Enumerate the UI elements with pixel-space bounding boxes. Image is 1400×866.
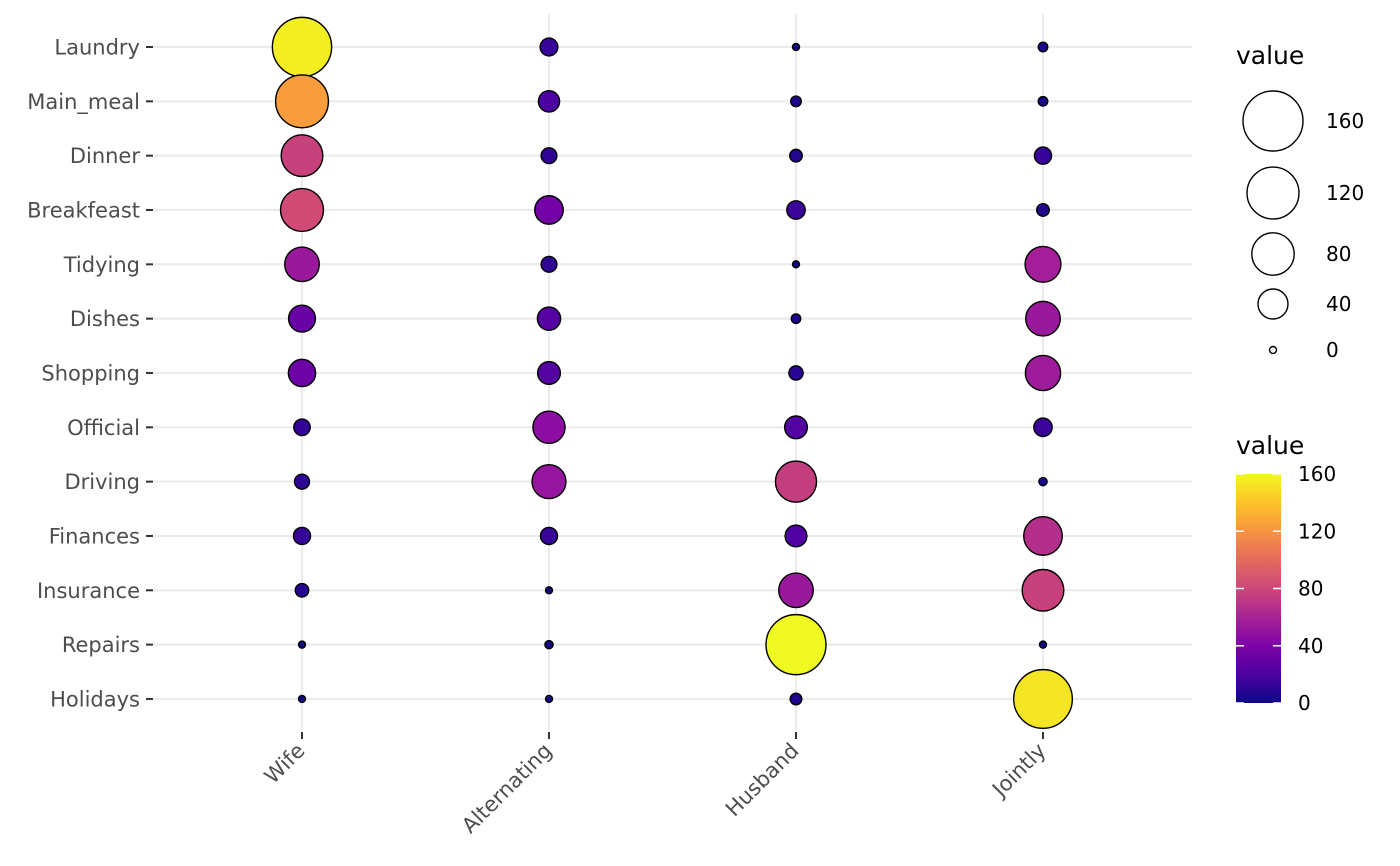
point-holidays-alternating	[544, 694, 554, 704]
point-laundry-husband	[791, 42, 801, 52]
size-legend-label-0: 0	[1326, 338, 1339, 362]
point-main-meal-wife	[274, 74, 330, 129]
point-finances-wife	[292, 526, 312, 546]
color-legend-label-80: 80	[1298, 577, 1323, 601]
point-breakfeast-alternating	[534, 195, 564, 225]
y-tick-label-finances: Finances	[49, 524, 140, 548]
point-repairs-jointly	[1038, 640, 1048, 649]
size-legend-circle-0	[1268, 345, 1278, 355]
point-dishes-alternating	[536, 306, 562, 331]
color-legend-title: value	[1236, 431, 1304, 460]
point-main-meal-alternating	[537, 90, 561, 113]
point-shopping-jointly	[1024, 354, 1062, 392]
y-tick-label-driving: Driving	[64, 470, 140, 494]
point-shopping-alternating	[536, 360, 562, 386]
point-shopping-husband	[788, 365, 804, 381]
y-tick-label-official: Official	[67, 416, 140, 440]
point-shopping-wife	[287, 358, 317, 388]
point-repairs-alternating	[544, 639, 554, 650]
point-tidying-wife	[284, 246, 320, 283]
point-dinner-jointly	[1033, 146, 1053, 165]
y-tick-label-dishes: Dishes	[70, 307, 140, 331]
point-dinner-wife	[280, 134, 324, 178]
point-holidays-wife	[297, 694, 307, 704]
point-dinner-husband	[789, 148, 803, 163]
size-legend-label-40: 40	[1326, 292, 1351, 316]
size-legend-circle-160	[1242, 90, 1304, 152]
y-tick-label-main-meal: Main_meal	[27, 90, 140, 115]
legends: value value 160 120 80 40 0 160 120 80 40 0	[1236, 41, 1364, 715]
color-legend-label-40: 40	[1298, 634, 1323, 658]
color-legend-label-0: 0	[1298, 691, 1311, 715]
point-holidays-husband	[789, 692, 803, 706]
point-insurance-husband	[778, 572, 814, 609]
point-official-wife	[293, 418, 311, 437]
point-insurance-wife	[294, 582, 310, 598]
size-legend-circle-80	[1251, 232, 1295, 276]
point-breakfeast-husband	[786, 200, 806, 220]
point-finances-alternating	[539, 526, 559, 546]
point-tidying-husband	[791, 260, 801, 269]
y-tick-label-dinner: Dinner	[70, 144, 141, 168]
size-legend-label-160: 160	[1326, 109, 1364, 133]
color-legend-label-120: 120	[1298, 519, 1336, 543]
data-points	[271, 16, 1074, 729]
point-tidying-jointly	[1024, 245, 1062, 283]
point-main-meal-jointly	[1037, 95, 1049, 107]
point-main-meal-husband	[789, 95, 803, 108]
point-dinner-alternating	[540, 147, 558, 165]
point-driving-husband	[774, 460, 818, 503]
point-insurance-jointly	[1021, 568, 1065, 612]
point-finances-jointly	[1023, 516, 1063, 556]
point-official-alternating	[532, 410, 566, 445]
point-official-jointly	[1033, 417, 1053, 438]
size-legend-label-80: 80	[1326, 242, 1351, 266]
y-tick-label-holidays: Holidays	[50, 687, 140, 711]
y-tick-label-tidying: Tidying	[63, 253, 140, 277]
point-laundry-jointly	[1037, 41, 1049, 53]
y-tick-label-shopping: Shopping	[41, 361, 140, 385]
point-dishes-jointly	[1025, 300, 1061, 337]
point-breakfeast-jointly	[1036, 203, 1050, 217]
point-insurance-alternating	[544, 586, 554, 595]
x-tick-label-alternating: Alternating	[457, 739, 556, 838]
size-legend-circle-120	[1246, 166, 1300, 220]
point-dishes-wife	[287, 304, 317, 333]
x-tick-label-jointly: Jointly	[986, 739, 1050, 803]
y-tick-label-breakfeast: Breakfeast	[27, 198, 140, 222]
y-tick-label-repairs: Repairs	[62, 633, 140, 657]
point-breakfeast-wife	[279, 187, 325, 233]
x-tick-label-husband: Husband	[721, 739, 804, 822]
point-holidays-jointly	[1012, 668, 1074, 729]
y-tick-label-insurance: Insurance	[37, 579, 140, 603]
y-tick-label-laundry: Laundry	[54, 36, 140, 60]
point-repairs-wife	[297, 640, 307, 649]
point-laundry-alternating	[539, 37, 559, 57]
point-official-husband	[783, 415, 809, 440]
point-finances-husband	[784, 524, 808, 548]
point-laundry-wife	[271, 16, 333, 78]
point-repairs-husband	[765, 613, 827, 676]
size-legend-circle-40	[1257, 288, 1289, 320]
color-legend-label-160: 160	[1298, 462, 1336, 486]
point-tidying-alternating	[540, 255, 558, 273]
size-legend-label-120: 120	[1326, 181, 1364, 205]
x-tick-label-wife: Wife	[260, 739, 310, 789]
point-driving-wife	[293, 473, 311, 490]
point-driving-jointly	[1038, 476, 1048, 487]
size-legend-title: value	[1236, 41, 1304, 70]
point-driving-alternating	[531, 464, 567, 500]
point-dishes-husband	[790, 313, 802, 325]
